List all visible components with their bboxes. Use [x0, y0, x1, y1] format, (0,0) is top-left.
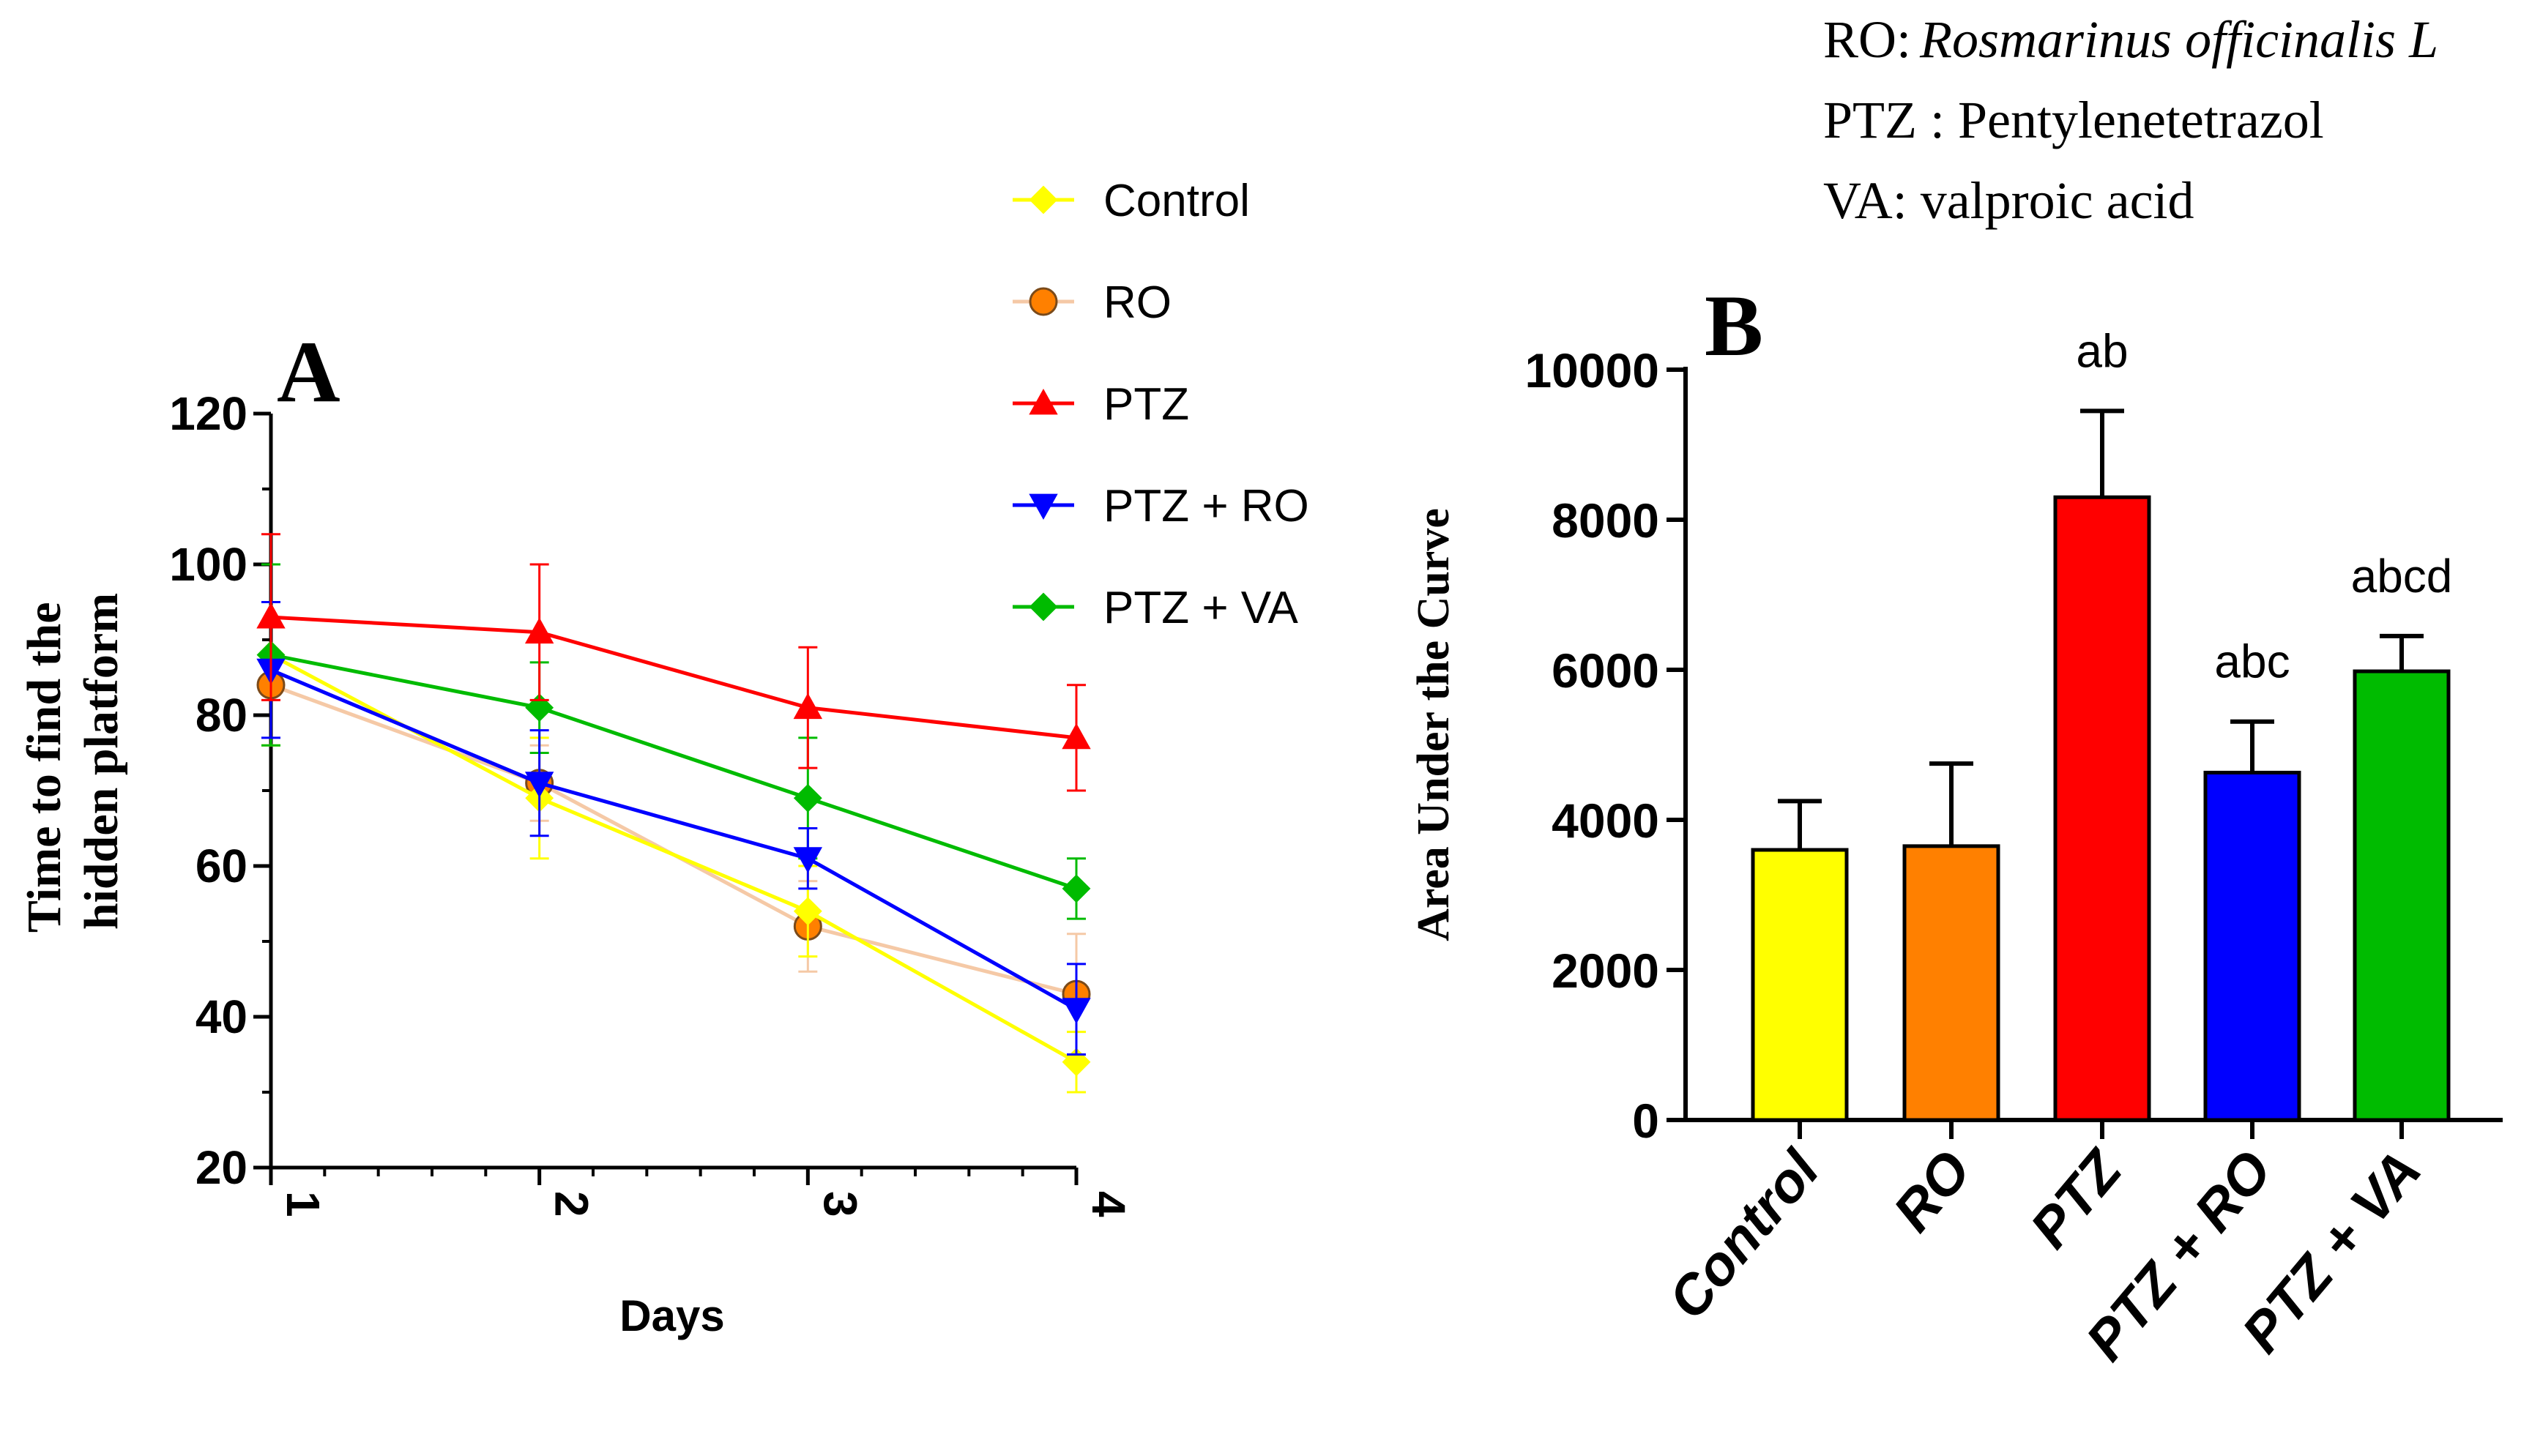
legend-marker [1029, 493, 1058, 520]
abbrev-ro-key: RO: [1823, 10, 1911, 69]
series-control [256, 563, 1091, 1094]
abbrev-ptz: PTZ : Pentylenetetrazol [1823, 91, 2324, 149]
bar [1902, 844, 2000, 1122]
panel-b-y-tick-label: 10000 [1524, 343, 1659, 397]
data-point [793, 847, 823, 873]
legend-label: PTZ + VA [1103, 583, 1299, 633]
panel-b-label: B [1705, 277, 1763, 374]
data-point [1062, 874, 1091, 903]
data-point [1062, 723, 1091, 750]
panel-a-y-label-line-1: Time to find the [18, 602, 71, 933]
significance-label: abcd [2351, 550, 2453, 602]
legend-marker [1029, 592, 1058, 621]
panel-b-y-tick-label: 0 [1632, 1094, 1659, 1148]
bar [1751, 848, 1849, 1122]
panel-a-y-tick-label: 80 [196, 689, 247, 742]
panel-a-y-tick-label: 120 [169, 387, 247, 440]
panel-a-x-tick-label: 3 [813, 1191, 866, 1217]
abbrev-ro: RO: Rosmarinus officinalis L [1823, 10, 2438, 69]
panel-a-x-tick-label: 2 [545, 1191, 598, 1217]
significance-label: abc [2214, 635, 2290, 688]
panel-a-line-chart: A Time to find the hidden platform Days … [18, 176, 1309, 1340]
bar [2353, 669, 2451, 1122]
series-line [269, 653, 1078, 1064]
legend-marker [1029, 185, 1058, 214]
panel-b-y-tick-label: 6000 [1552, 643, 1659, 698]
bar-group-ro: RO [1882, 761, 2000, 1243]
legend-label: RO [1103, 277, 1172, 328]
panel-a-legend: Control RO PTZ PTZ + RO PTZ + VA [1013, 176, 1309, 633]
data-point [793, 897, 822, 926]
legend-marker [1029, 388, 1058, 415]
panel-a-series [256, 533, 1091, 1094]
series-line [270, 615, 1077, 740]
category-label: RO [1882, 1139, 1983, 1243]
panel-a-y-label-line-2: hidden platform [75, 593, 128, 930]
panel-a-label: A [277, 323, 340, 420]
panel-a-x-axis-label: Days [619, 1291, 724, 1340]
series-line [270, 653, 1077, 891]
abbreviation-note: RO: Rosmarinus officinalis L PTZ : Pentyl… [1823, 10, 2438, 230]
legend-item: PTZ + RO [1013, 481, 1309, 531]
series-ptz-va [256, 563, 1091, 920]
abbrev-ro-value: Rosmarinus officinalis L [1919, 10, 2438, 69]
data-point [524, 617, 554, 644]
series-line [270, 683, 1077, 996]
data-point [793, 692, 823, 720]
abbrev-va: VA: valproic acid [1823, 171, 2194, 230]
panel-a-y-tick-label: 100 [169, 538, 247, 591]
data-point [524, 772, 554, 798]
significance-label: ab [2076, 324, 2128, 377]
legend-label: PTZ [1103, 379, 1189, 430]
panel-b-bar-chart: B Area Under the Curve 0 2000 4000 6000 8000… [1409, 277, 2503, 1373]
panel-a-y-axis-label: Time to find the hidden platform [18, 590, 128, 933]
legend-label: Control [1103, 176, 1250, 226]
legend-item: Control [1013, 176, 1250, 226]
panel-a-x-tick-label: 1 [277, 1191, 329, 1217]
series-ptz [256, 533, 1091, 792]
panel-b-y-tick-label: 8000 [1552, 493, 1659, 548]
legend-label: PTZ + RO [1103, 481, 1309, 531]
panel-a-y-tick-label: 60 [196, 840, 247, 892]
panel-a-axes: 20 40 60 80 100 120 1 2 3 4 [169, 387, 1135, 1217]
data-point [793, 783, 822, 813]
series-line [270, 668, 1078, 1011]
legend-item: RO [1013, 277, 1172, 328]
bar [2203, 770, 2301, 1122]
category-label: PTZ [2019, 1138, 2135, 1260]
legend-marker [1029, 287, 1058, 316]
legend-item: PTZ [1013, 379, 1189, 430]
legend-item: PTZ + VA [1013, 583, 1299, 633]
bar [2053, 495, 2151, 1122]
panel-b-y-axis-label: Area Under the Curve [1409, 508, 1459, 941]
category-label: Control [1656, 1138, 1832, 1331]
panel-a-x-tick-label: 4 [1082, 1191, 1135, 1217]
data-point [1062, 998, 1091, 1024]
panel-b-y-tick-label: 2000 [1552, 944, 1659, 998]
data-point [256, 602, 286, 629]
panel-a-y-tick-label: 40 [196, 990, 247, 1043]
panel-a-y-tick-label: 20 [196, 1141, 247, 1194]
panel-b-y-tick-label: 4000 [1552, 794, 1659, 848]
series-ro [256, 623, 1091, 1056]
